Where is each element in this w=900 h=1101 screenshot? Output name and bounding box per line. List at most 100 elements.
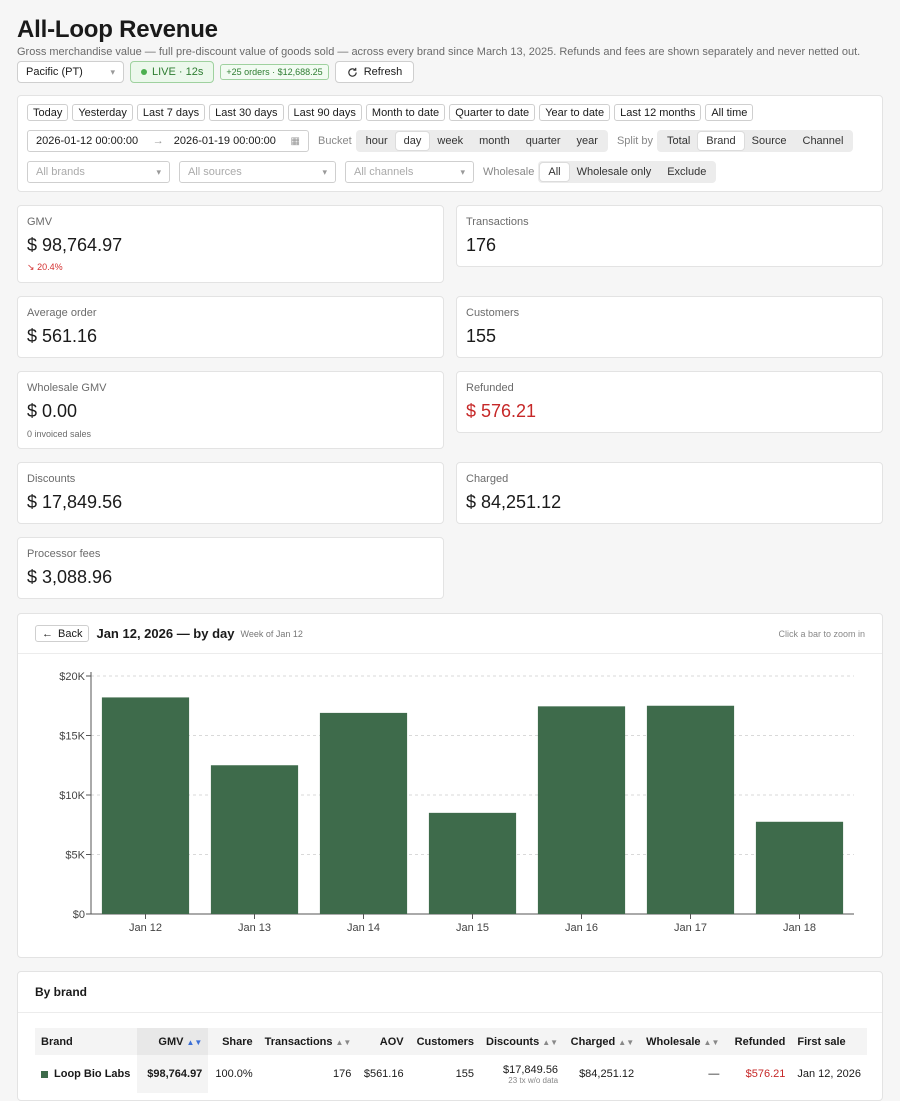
transactions-cell: 176 [333,1068,352,1080]
bucket-option-quarter[interactable]: quarter [525,135,561,147]
col-customers[interactable]: Customers [409,1028,481,1055]
page-title: All-Loop Revenue [17,16,218,43]
chart-bar[interactable] [210,765,299,914]
col-brand[interactable]: Brand [35,1028,138,1055]
x-tick-label: Jan 15 [456,922,489,934]
timezone-value: Pacific (PT) [26,66,83,78]
split-option-brand[interactable]: Brand [698,132,744,150]
bucket-option-week[interactable]: week [437,135,464,147]
col-wholesale[interactable]: Wholesale ▲▼ [640,1028,726,1055]
metric-value: $ 576.21 [466,401,537,421]
live-status-button[interactable]: LIVE · 12s [130,61,215,83]
date-range-picker[interactable]: 2026-01-12 00:00:00 → 2026-01-19 00:00:0… [27,130,309,152]
metric-card-discounts: Discounts $ 17,849.56 [17,462,444,524]
x-tick-label: Jan 16 [565,922,598,934]
refresh-button[interactable]: Refresh [334,61,415,83]
quick-range-month-to-date[interactable]: Month to date [365,104,446,121]
chart-panel: ← Back Jan 12, 2026 — by day Week of Jan… [17,613,883,958]
quick-range-last-90-days[interactable]: Last 90 days [287,104,362,121]
trend-down-icon: ↘ [27,262,35,272]
col-aov[interactable]: AOV [357,1028,410,1055]
col-charged[interactable]: Charged ▲▼ [564,1028,641,1055]
arrow-right-icon: → [152,135,164,147]
channels-select[interactable]: All channels ▾ [345,161,474,183]
bucket-option-year[interactable]: year [576,135,598,147]
live-dot-icon [141,69,147,75]
delta-value: 20.4% [37,262,63,272]
first-sale-cell: Jan 12, 2026 [797,1068,861,1080]
wholesale-cell: — [708,1068,720,1080]
wholesale-option-wholesale-only[interactable]: Wholesale only [576,166,652,178]
x-tick-label: Jan 12 [129,922,162,934]
sort-icon: ▲▼ [703,1037,720,1047]
metric-card-charged: Charged $ 84,251.12 [456,462,883,524]
split-option-source[interactable]: Source [751,135,787,147]
quick-range-last-12-months[interactable]: Last 12 months [614,104,702,121]
quick-range-last-30-days[interactable]: Last 30 days [209,104,284,121]
wholesale-option-exclude[interactable]: Exclude [667,166,707,178]
chart-bar[interactable] [428,812,517,914]
back-label: Back [58,627,83,640]
metric-card-customers: Customers 155 [456,296,883,358]
channels-placeholder: All channels [354,166,414,178]
col-gmv[interactable]: GMV ▲▼ [137,1028,209,1055]
brand-cell: Loop Bio Labs [35,1055,137,1093]
chart-bar[interactable] [646,705,735,914]
x-tick-label: Jan 18 [783,922,816,934]
metric-value: $ 17,849.56 [27,492,123,512]
back-button[interactable]: ← Back [35,625,90,642]
wholesale-option-all[interactable]: All [540,163,569,181]
col-first-sale[interactable]: First sale [791,1028,867,1055]
metric-delta: ↘ 20.4% [27,262,63,273]
aov-cell: $561.16 [363,1068,404,1080]
metric-label: Wholesale GMV [27,382,107,394]
brand-panel: By brand Brand GMV ▲▼ Share Transactions ▲… [17,971,883,1101]
chart-bar[interactable] [101,697,190,914]
discounts-cell: $17,849.56 23 tx w/o data [480,1055,564,1093]
wholesale-label: Wholesale [483,166,535,178]
brand-table: Brand GMV ▲▼ Share Transactions ▲▼ AOV Cus… [35,1028,867,1093]
customers-cell: 155 [455,1068,475,1080]
brands-select[interactable]: All brands ▾ [27,161,170,183]
bucket-option-month[interactable]: month [479,135,510,147]
quick-range-year-to-date[interactable]: Year to date [539,104,611,121]
wholesale-selector: All Wholesale only Exclude [538,161,717,183]
filters-panel: Today Yesterday Last 7 days Last 30 days Las… [17,95,883,192]
metric-card-wholesale: Wholesale GMV $ 0.00 0 invoiced sales [17,371,444,449]
col-transactions[interactable]: Transactions ▲▼ [258,1028,358,1055]
brand-panel-title: By brand [35,985,88,999]
split-option-channel[interactable]: Channel [802,135,844,147]
bucket-option-hour[interactable]: hour [365,135,388,147]
sources-select[interactable]: All sources ▾ [179,161,336,183]
metric-value: 176 [466,235,497,255]
split-option-total[interactable]: Total [667,135,691,147]
metric-label: Average order [27,307,97,319]
timezone-select[interactable]: Pacific (PT) ▾ [17,61,124,83]
chart-bar[interactable] [537,706,626,914]
quick-range-today[interactable]: Today [27,104,69,121]
split-label: Split by [616,135,654,147]
metric-label: GMV [27,216,53,228]
chart-bar[interactable] [755,821,844,914]
metric-note: 0 invoiced sales [27,429,92,439]
metric-value: $ 0.00 [27,401,78,421]
y-tick-label: $0 [73,909,85,921]
col-discounts[interactable]: Discounts ▲▼ [480,1028,565,1055]
sources-placeholder: All sources [188,166,242,178]
table-row[interactable]: Loop Bio Labs $98,764.97 100.0% 176 $561… [35,1055,867,1093]
y-tick-label: $15K [59,731,85,743]
quick-range-quarter-to-date[interactable]: Quarter to date [449,104,536,121]
col-share[interactable]: Share [208,1028,259,1055]
metric-label: Transactions [466,216,529,228]
y-tick-label: $20K [59,671,85,683]
chart-bar[interactable] [319,712,408,914]
quick-range-yesterday[interactable]: Yesterday [72,104,133,121]
quick-range-last-7-days[interactable]: Last 7 days [136,104,206,121]
bucket-option-day[interactable]: day [395,132,430,150]
col-refunded[interactable]: Refunded [725,1028,792,1055]
quick-range-all-time[interactable]: All time [705,104,754,121]
bucket-label: Bucket [318,135,352,147]
sort-desc-icon: ▲▼ [186,1037,203,1047]
chart-hint: Click a bar to zoom in [778,628,865,639]
metric-label: Charged [466,473,509,485]
